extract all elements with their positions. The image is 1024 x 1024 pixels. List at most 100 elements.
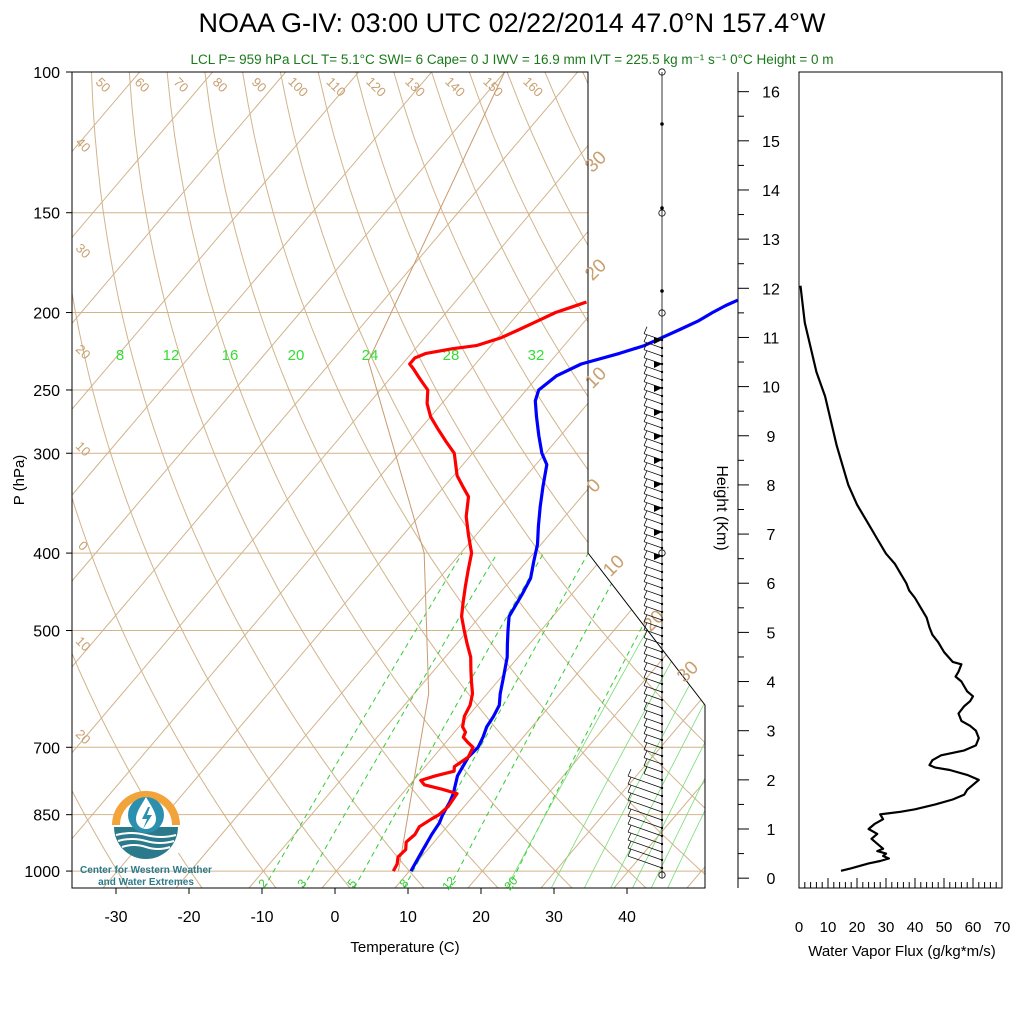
wind-level-dot xyxy=(660,434,664,438)
wind-barb-feather xyxy=(643,454,648,462)
mixing-ratio-line xyxy=(632,360,705,888)
wind-barb-pennant xyxy=(654,529,662,536)
wind-level-dot xyxy=(660,674,664,678)
wind-barb-feather xyxy=(643,718,648,726)
dry-adiabat-line xyxy=(355,72,705,888)
y-tick-label: 100 xyxy=(33,65,60,82)
wind-barb-feather xyxy=(643,342,648,350)
wind-level-dot xyxy=(660,362,664,366)
wind-level-dot xyxy=(660,866,664,870)
wind-barb-feather xyxy=(627,800,632,809)
height-tick-label: 1 xyxy=(767,822,776,839)
wind-barb-feather xyxy=(627,816,632,825)
wind-barb-pennant xyxy=(654,481,662,488)
mixing-ratio-label: 20 xyxy=(501,874,521,893)
mixing-ratio-label: 20 xyxy=(288,347,305,364)
wind-level-dot xyxy=(660,562,664,566)
logo-line-1: Center for Western Weather xyxy=(80,865,212,876)
wind-level-dot xyxy=(660,530,664,534)
wind-barb-feather xyxy=(643,470,648,478)
mixing-ratio-line xyxy=(353,552,545,888)
wind-barb-feather xyxy=(627,792,632,801)
wind-level-dot xyxy=(660,858,664,862)
wind-level-dot xyxy=(660,522,664,526)
wind-barb xyxy=(627,791,663,805)
wind-barb xyxy=(627,815,663,829)
wind-barb-feather xyxy=(643,766,648,774)
isotherm-line xyxy=(175,72,705,888)
isotherm-line xyxy=(72,72,213,888)
wind-barb-feather xyxy=(643,478,648,486)
x-tick-label: -20 xyxy=(177,909,200,926)
dry-adiabat-label: 80 xyxy=(210,74,231,95)
dry-adiabat-line xyxy=(72,72,129,888)
wind-barb-feather xyxy=(643,414,648,422)
mixing-ratio-line xyxy=(584,360,705,888)
wvf-x-tick-label: 70 xyxy=(994,919,1011,936)
isotherm-line xyxy=(0,72,67,888)
mixing-ratio-label: 32 xyxy=(528,347,545,364)
mixing-ratio-label: 12 xyxy=(439,874,459,893)
wind-barb-pennant xyxy=(654,337,662,344)
height-tick-label: 2 xyxy=(767,773,776,790)
wind-level-dot xyxy=(660,826,664,830)
skewt-plot-area xyxy=(0,72,705,888)
y-tick-label: 250 xyxy=(33,383,60,400)
wind-level-dot xyxy=(660,594,664,598)
cw3e-logo: Center for Western Weather and Water Ext… xyxy=(66,783,226,893)
wind-level-dot xyxy=(660,394,664,398)
wind-barb-feather xyxy=(643,462,648,470)
dry-adiabat-line xyxy=(468,72,705,888)
wind-barb-feather xyxy=(643,614,648,622)
wind-barb-feather xyxy=(643,678,648,686)
x-tick-label: -30 xyxy=(104,909,127,926)
wind-barb-feather xyxy=(643,558,648,566)
wind-level-dot xyxy=(660,738,664,742)
dry-adiabat-line xyxy=(242,72,705,888)
wind-barb-feather xyxy=(643,622,648,630)
x-axis-label: Temperature (C) xyxy=(350,939,459,956)
dry-adiabat-label: 120 xyxy=(363,74,389,100)
wind-level-dot xyxy=(660,206,664,210)
height-tick-label: 12 xyxy=(762,281,780,298)
wind-barb-feather xyxy=(643,646,648,654)
wind-level-dot xyxy=(660,642,664,646)
mixing-ratio-line xyxy=(667,360,705,888)
calm-wind-marker xyxy=(658,68,666,76)
wind-barb-feather xyxy=(643,390,648,398)
wind-barb-pennant xyxy=(654,433,662,440)
wind-level-dot xyxy=(660,354,664,358)
wind-level-dot xyxy=(660,818,664,822)
wind-level-dot xyxy=(660,810,664,814)
wind-level-dot xyxy=(660,634,664,638)
wind-level-dot xyxy=(660,442,664,446)
wind-barb xyxy=(627,855,663,869)
cw3e-logo-icon xyxy=(112,791,180,859)
mixing-ratio-line xyxy=(650,360,705,888)
dry-adiabat-label: 70 xyxy=(171,74,192,95)
wvf-x-tick-label: 30 xyxy=(878,919,895,936)
mixing-ratio-line xyxy=(550,360,705,888)
y-tick-label: 400 xyxy=(33,546,60,563)
x-tick-label: 40 xyxy=(618,909,636,926)
wvf-x-tick-label: 10 xyxy=(820,919,837,936)
wind-level-dot xyxy=(660,834,664,838)
wind-barb-feather xyxy=(643,534,648,542)
wind-barb xyxy=(627,783,663,797)
dry-adiabat-line xyxy=(128,72,499,888)
y-tick-label: 200 xyxy=(33,306,60,323)
wind-barb-feather xyxy=(643,334,648,342)
mixing-ratio-line xyxy=(448,552,629,888)
wind-barb-feather xyxy=(643,694,648,702)
dry-adiabat-line xyxy=(695,72,705,888)
x-tick-label: 30 xyxy=(545,909,563,926)
wind-barb xyxy=(627,807,663,821)
isotherm-line xyxy=(72,72,578,888)
wind-barb-feather xyxy=(643,566,648,574)
dry-adiabat-line xyxy=(72,72,277,888)
dry-adiabat-label: 100 xyxy=(285,74,311,100)
wind-level-dot xyxy=(660,626,664,630)
wind-barb-pennant xyxy=(654,409,662,416)
wind-barb-feather xyxy=(643,486,648,494)
wind-barb-feather xyxy=(627,776,632,785)
